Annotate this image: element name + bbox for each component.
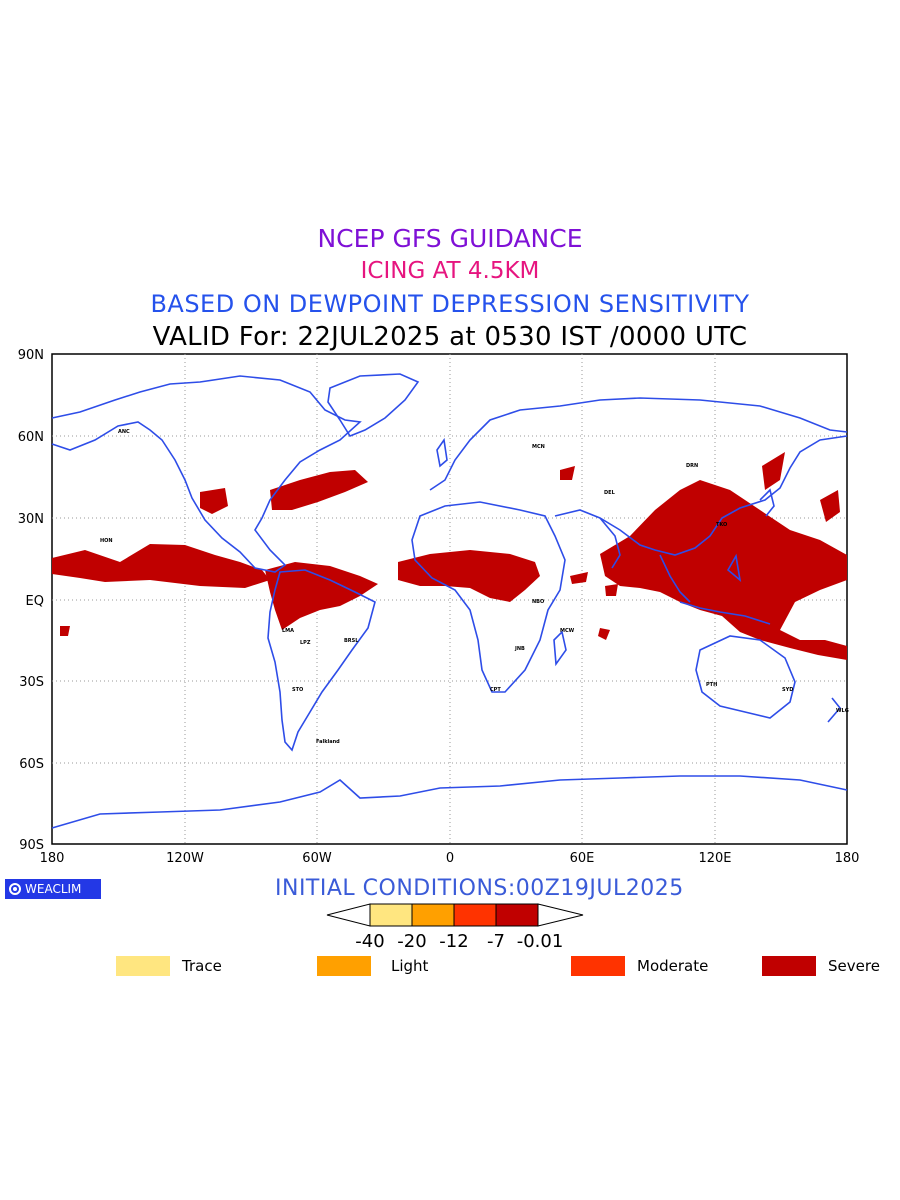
lon-label: 60E	[570, 851, 595, 866]
scale-bound: -0.01	[517, 931, 564, 952]
station-label: JNB	[514, 646, 525, 652]
station-label: MCW	[560, 628, 575, 634]
legend-swatch	[762, 956, 816, 976]
legend-swatch	[317, 956, 371, 976]
lon-label: 180	[835, 851, 860, 866]
weaclim-logo: WEACLIM	[5, 879, 101, 899]
legend-label: Moderate	[637, 957, 709, 975]
station-label: DEL	[604, 490, 616, 496]
logo-ring-icon	[9, 883, 21, 895]
scale-arrow-left	[326, 903, 371, 927]
legend-moderate: Moderate	[571, 956, 708, 976]
scale-bound: -20	[397, 931, 426, 952]
legend-severe: Severe	[762, 956, 880, 976]
axis-labels: 90N 60N 30N EQ 30S 60S 90S 180 120W 60W …	[18, 348, 860, 866]
station-label: HON	[100, 538, 113, 544]
legend-trace: Trace	[116, 956, 222, 976]
lat-label: 30N	[18, 512, 44, 527]
legend-light: Light	[317, 956, 428, 976]
legend-swatch	[116, 956, 170, 976]
scale-bound: -40	[355, 931, 384, 952]
scale-trace-box	[369, 903, 413, 927]
station-label: DRN	[686, 463, 698, 469]
station-label: STO	[292, 687, 303, 693]
station-label: TKO	[716, 522, 727, 528]
scale-bound: -12	[439, 931, 468, 952]
lat-label: 90N	[18, 348, 44, 363]
scale-moderate-box	[453, 903, 497, 927]
legend-label: Light	[391, 957, 429, 975]
lat-label: 60S	[19, 757, 44, 772]
title-line-2: ICING AT 4.5KM	[360, 258, 540, 284]
station-label: NBO	[532, 599, 544, 605]
station-label: Falkland	[316, 739, 340, 745]
station-label: LPZ	[300, 640, 311, 646]
scale-arrow-right	[537, 903, 584, 927]
lon-label: 60W	[302, 851, 332, 866]
station-label: ANC	[118, 429, 130, 435]
scale-severe-box	[495, 903, 539, 927]
station-label: LMA	[282, 628, 294, 634]
lon-label: 120E	[698, 851, 731, 866]
title-line-1: NCEP GFS GUIDANCE	[317, 224, 583, 253]
lat-label: 60N	[18, 430, 44, 445]
station-label: CPT	[490, 687, 501, 693]
legend-label: Trace	[182, 957, 222, 975]
lon-label: 120W	[166, 851, 204, 866]
station-labels: ANC HON MCN BRSL LPZ LMA STO Falkland CP…	[100, 429, 849, 745]
coastlines	[51, 373, 848, 829]
color-scale-bar: -40 -20 -12 -7 -0.01	[326, 903, 584, 952]
station-label: BRSL	[344, 638, 359, 644]
lat-label: 30S	[19, 675, 44, 690]
severe-icing-areas	[52, 452, 847, 660]
station-label: SYD	[782, 687, 793, 693]
title-line-3: BASED ON DEWPOINT DEPRESSION SENSITIVITY	[150, 290, 750, 318]
initial-conditions-label: INITIAL CONDITIONS:00Z19JUL2025	[275, 876, 684, 901]
station-label: MCN	[532, 444, 545, 450]
lon-label: 0	[446, 851, 454, 866]
world-icing-map: 90N 60N 30N EQ 30S 60S 90S 180 120W 60W …	[18, 348, 860, 866]
scale-bound: -7	[487, 931, 505, 952]
legend-label: Severe	[828, 957, 880, 975]
station-label: PTH	[706, 682, 717, 688]
lon-label: 180	[40, 851, 65, 866]
station-label: WLG	[836, 708, 849, 714]
valid-time-title: VALID For: 22JUL2025 at 0530 IST /0000 U…	[152, 322, 748, 352]
legend-swatch	[571, 956, 625, 976]
lat-label: 90S	[19, 838, 44, 853]
logo-text: WEACLIM	[25, 882, 82, 896]
scale-light-box	[411, 903, 455, 927]
lat-label: EQ	[26, 594, 44, 609]
